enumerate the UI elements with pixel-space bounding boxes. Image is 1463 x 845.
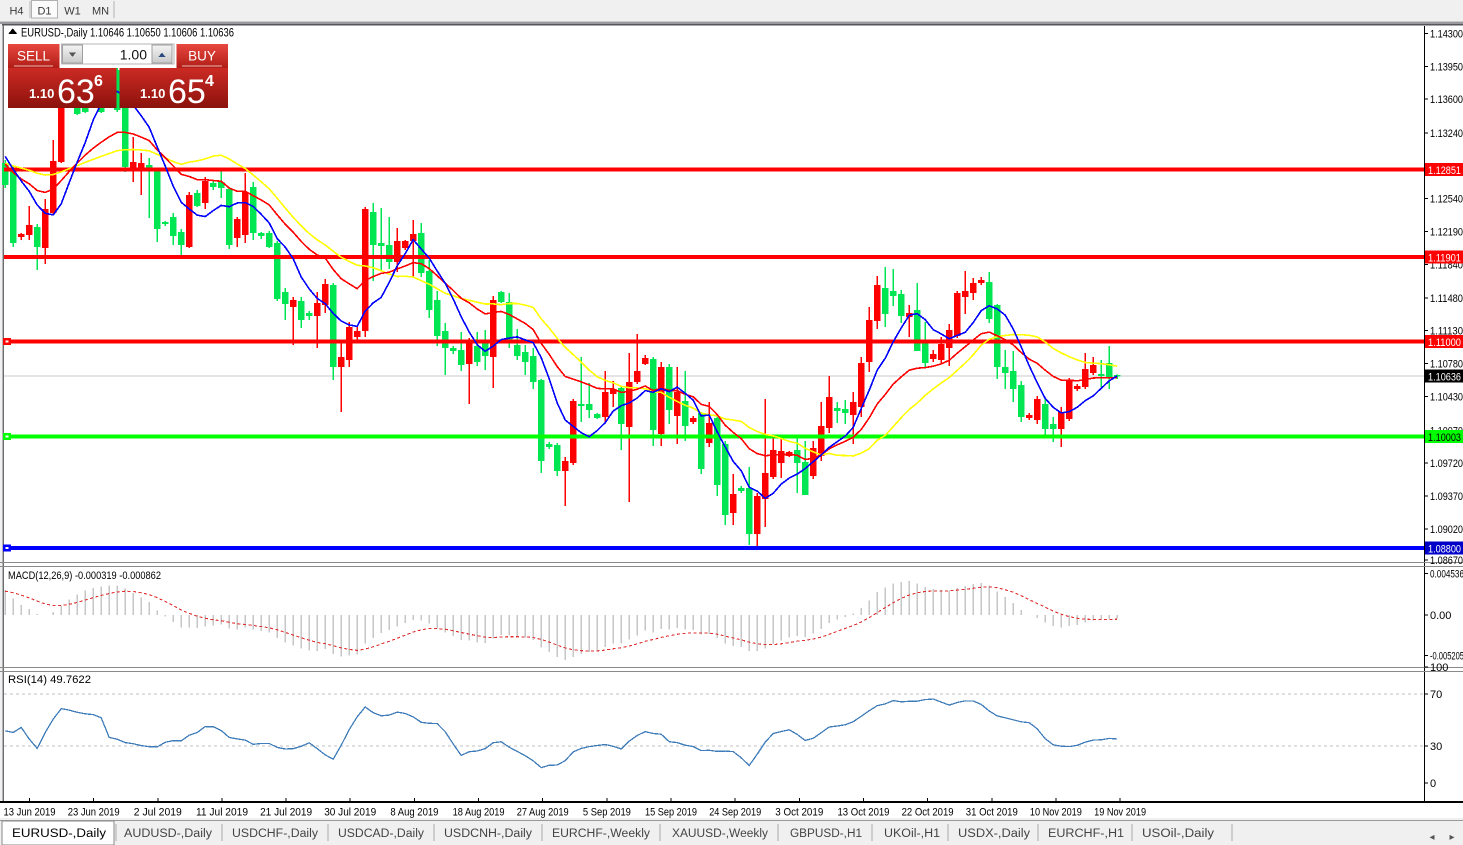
svg-text:1.10430: 1.10430 xyxy=(1430,392,1463,404)
svg-text:1.09020: 1.09020 xyxy=(1430,524,1463,536)
svg-text:19 Nov 2019: 19 Nov 2019 xyxy=(1094,807,1146,819)
svg-text:18 Aug 2019: 18 Aug 2019 xyxy=(453,807,505,819)
svg-text:USDX-,Daily: USDX-,Daily xyxy=(958,828,1030,840)
svg-text:1.12540: 1.12540 xyxy=(1430,194,1463,206)
svg-text:1.13950: 1.13950 xyxy=(1430,61,1463,73)
svg-text:30 Jul 2019: 30 Jul 2019 xyxy=(324,807,376,819)
svg-text:1.08800: 1.08800 xyxy=(1428,544,1461,556)
svg-text:USOil-,Daily: USOil-,Daily xyxy=(1142,828,1214,840)
svg-text:EURUSD-,Daily 1.10646 1.10650: EURUSD-,Daily 1.10646 1.10650 1.10606 1.… xyxy=(21,26,234,40)
svg-text:23 Jun 2019: 23 Jun 2019 xyxy=(68,807,120,819)
svg-text:SELL: SELL xyxy=(17,49,51,64)
svg-text:1.09370: 1.09370 xyxy=(1430,491,1463,503)
svg-text:1.11130: 1.11130 xyxy=(1430,326,1463,338)
svg-text:1.10003: 1.10003 xyxy=(1428,432,1461,444)
svg-text:3 Oct 2019: 3 Oct 2019 xyxy=(775,807,823,819)
svg-text:1.10780: 1.10780 xyxy=(1430,359,1463,371)
svg-text:1.14300: 1.14300 xyxy=(1430,29,1463,41)
svg-text:GBPUSD-,H1: GBPUSD-,H1 xyxy=(790,828,862,840)
svg-text:4: 4 xyxy=(205,73,214,90)
svg-text:EURUSD-,Daily: EURUSD-,Daily xyxy=(12,828,106,840)
svg-text:10 Nov 2019: 10 Nov 2019 xyxy=(1030,807,1082,819)
svg-text:BUY: BUY xyxy=(188,49,216,64)
svg-text:2 Jul 2019: 2 Jul 2019 xyxy=(134,807,182,819)
svg-text:15 Sep 2019: 15 Sep 2019 xyxy=(645,807,697,819)
svg-text:H4: H4 xyxy=(9,6,23,18)
svg-text:5 Sep 2019: 5 Sep 2019 xyxy=(583,807,631,819)
svg-text:0.00: 0.00 xyxy=(1430,610,1451,622)
svg-text:22 Oct 2019: 22 Oct 2019 xyxy=(902,807,954,819)
svg-text:13 Jun 2019: 13 Jun 2019 xyxy=(4,807,56,819)
svg-text:USDCHF-,Daily: USDCHF-,Daily xyxy=(232,828,318,840)
svg-text:21 Jul 2019: 21 Jul 2019 xyxy=(260,807,312,819)
svg-text:W1: W1 xyxy=(64,6,81,18)
svg-text:◂: ◂ xyxy=(1429,832,1434,843)
svg-text:1.11000: 1.11000 xyxy=(1428,337,1461,349)
svg-text:MACD(12,26,9) -0.000319 -0.000: MACD(12,26,9) -0.000319 -0.000862 xyxy=(8,570,161,582)
svg-text:100: 100 xyxy=(1430,662,1448,674)
svg-text:-0.005205: -0.005205 xyxy=(1430,651,1463,663)
svg-text:EURCHF-,H1: EURCHF-,H1 xyxy=(1048,828,1124,840)
svg-text:RSI(14) 49.7622: RSI(14) 49.7622 xyxy=(8,674,91,686)
svg-text:24 Sep 2019: 24 Sep 2019 xyxy=(709,807,761,819)
svg-text:27 Aug 2019: 27 Aug 2019 xyxy=(517,807,569,819)
svg-text:XAUUSD-,Weekly: XAUUSD-,Weekly xyxy=(672,828,768,840)
svg-text:8 Aug 2019: 8 Aug 2019 xyxy=(390,807,438,819)
svg-text:31 Oct 2019: 31 Oct 2019 xyxy=(966,807,1018,819)
svg-text:0: 0 xyxy=(1430,778,1436,790)
svg-text:1.00: 1.00 xyxy=(120,47,147,63)
svg-text:1.13600: 1.13600 xyxy=(1430,94,1463,106)
svg-text:13 Oct 2019: 13 Oct 2019 xyxy=(838,807,890,819)
svg-text:1.11480: 1.11480 xyxy=(1430,293,1463,305)
svg-text:MN: MN xyxy=(92,6,109,18)
svg-text:63: 63 xyxy=(57,73,95,111)
svg-text:1.09720: 1.09720 xyxy=(1430,458,1463,470)
svg-text:UKOil-,H1: UKOil-,H1 xyxy=(884,828,940,840)
svg-text:1.11901: 1.11901 xyxy=(1428,253,1461,265)
svg-text:1.10636: 1.10636 xyxy=(1428,372,1461,384)
svg-text:1.12190: 1.12190 xyxy=(1430,227,1463,239)
svg-text:1.10: 1.10 xyxy=(29,86,54,101)
svg-text:AUDUSD-,Daily: AUDUSD-,Daily xyxy=(124,828,212,840)
svg-text:30: 30 xyxy=(1430,741,1442,753)
svg-text:D1: D1 xyxy=(37,6,51,18)
svg-text:1.13240: 1.13240 xyxy=(1430,128,1463,140)
svg-text:0.004536: 0.004536 xyxy=(1430,568,1463,580)
svg-text:USDCAD-,Daily: USDCAD-,Daily xyxy=(338,828,424,840)
svg-text:▸: ▸ xyxy=(1449,832,1454,843)
svg-text:1.08670: 1.08670 xyxy=(1430,555,1463,567)
svg-text:70: 70 xyxy=(1430,689,1442,701)
svg-text:65: 65 xyxy=(168,73,206,111)
svg-text:EURCHF-,Weekly: EURCHF-,Weekly xyxy=(552,828,650,840)
svg-text:11 Jul 2019: 11 Jul 2019 xyxy=(196,807,248,819)
svg-text:1.10: 1.10 xyxy=(140,86,165,101)
svg-text:USDCNH-,Daily: USDCNH-,Daily xyxy=(444,828,532,840)
svg-text:6: 6 xyxy=(94,73,103,90)
svg-text:1.12851: 1.12851 xyxy=(1428,165,1461,177)
